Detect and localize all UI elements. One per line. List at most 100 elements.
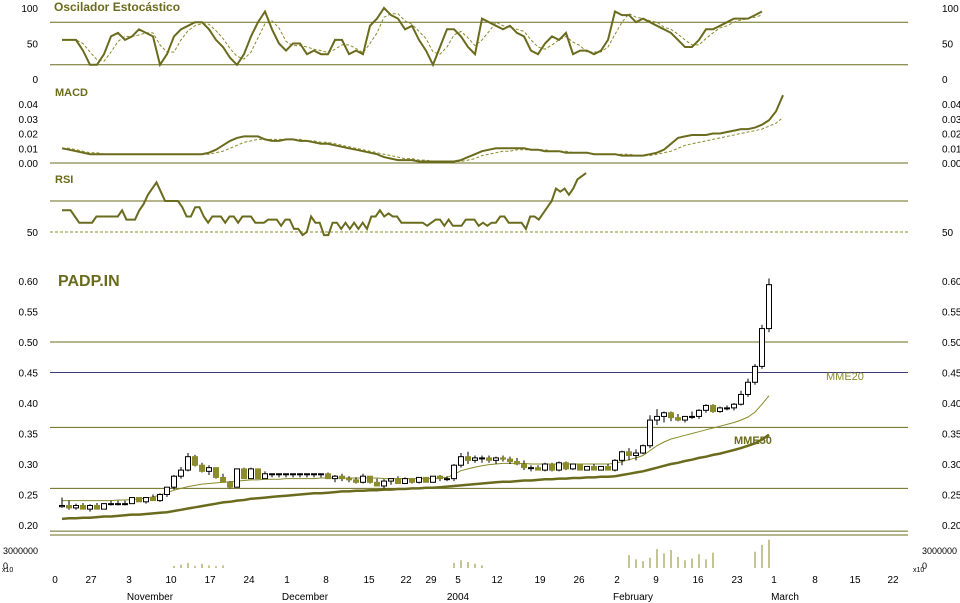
- candle-down: [367, 475, 373, 483]
- macd-tick-left: 0.01: [19, 144, 39, 155]
- candle-down: [339, 475, 345, 480]
- candle-down: [486, 457, 492, 461]
- stochastic-tick-left: 0: [32, 75, 38, 86]
- candle-down: [675, 417, 681, 421]
- stochastic-tick-right: 100: [942, 4, 959, 15]
- candle-up: [402, 478, 408, 485]
- volume-tick-left: 0: [3, 561, 8, 571]
- x-tick-label: 5: [455, 575, 461, 586]
- candle-up: [206, 467, 212, 472]
- candle-down: [241, 468, 247, 480]
- x-tick-label: 8: [323, 575, 329, 586]
- price-tick-left: 0.25: [19, 491, 39, 502]
- x-tick-label: 16: [692, 575, 704, 586]
- candle-up: [101, 503, 107, 510]
- candle-down: [507, 458, 513, 463]
- price-tick-right: 0.45: [942, 369, 960, 380]
- candle-down: [213, 467, 219, 478]
- candle-up: [703, 404, 709, 411]
- candle-up: [612, 459, 618, 471]
- candle-down: [577, 463, 583, 471]
- candle-up: [493, 457, 499, 461]
- candle-down: [605, 465, 611, 471]
- candle-down: [80, 504, 86, 510]
- candle-down: [136, 497, 142, 503]
- volume-panel: 3000000 3000000 0 0: [3, 534, 957, 571]
- price-tick-right: 0.40: [942, 399, 960, 410]
- price-tick-left: 0.30: [19, 460, 39, 471]
- volume-tick-left: 3000000: [3, 546, 38, 556]
- macd-tick-left: 0.04: [19, 100, 39, 111]
- candle-up: [633, 452, 639, 456]
- candle-up: [556, 462, 562, 471]
- price-tick-left: 0.35: [19, 430, 39, 441]
- candle-up: [108, 503, 114, 506]
- mme20-line: [62, 395, 770, 502]
- candle-up: [661, 412, 667, 417]
- candle-up: [388, 478, 394, 482]
- x-month-label: February: [613, 592, 653, 603]
- candle-up: [654, 415, 660, 421]
- candle-down: [227, 481, 233, 488]
- candle-up: [73, 504, 79, 509]
- candle-down: [437, 475, 443, 480]
- candle-up: [290, 473, 296, 476]
- rsi-title: RSI: [55, 174, 73, 186]
- candle-up: [297, 473, 303, 476]
- candle-up: [570, 463, 576, 470]
- candle-up: [157, 494, 163, 502]
- candle-up: [122, 503, 128, 506]
- candle-down: [710, 404, 716, 413]
- mme50-line: [61, 433, 770, 521]
- price-tick-right: 0.30: [942, 460, 960, 471]
- x-axis: 0 27 3 10 17 24 1 8 15 22 29 5 12 19 26 2 9 16 23 1 8 15 22Nov…: [52, 575, 899, 603]
- stochastic-tick-right: 0: [942, 75, 948, 86]
- x-tick-label: 9: [653, 575, 659, 586]
- stochastic-tick-right: 50: [942, 40, 954, 51]
- macd-tick-right: 0.01: [942, 144, 960, 155]
- candle-down: [521, 463, 527, 469]
- candle-up: [745, 381, 751, 395]
- candle-up: [696, 409, 702, 417]
- candle-up: [360, 475, 366, 483]
- stochastic-tick-left: 100: [21, 4, 38, 15]
- x-tick-label: 22: [400, 575, 412, 586]
- candle-up: [689, 415, 695, 418]
- macd-panel: 0.04 0.04 0.03 0.03 0.02 0.02 0.01 0.01 0.00 0.00: [19, 94, 960, 170]
- price-tick-right: 0.35: [942, 430, 960, 441]
- macd-tick-left: 0.02: [19, 130, 39, 141]
- rsi-panel: 50 50: [27, 172, 954, 239]
- x-tick-label: 3: [126, 575, 132, 586]
- candle-up: [451, 464, 457, 480]
- candle-down: [500, 457, 506, 460]
- x-tick-label: 19: [534, 575, 546, 586]
- price-tick-left: 0.45: [19, 369, 39, 380]
- candle-up: [234, 468, 240, 488]
- stochastic-title: Oscilador Estocástico: [54, 0, 180, 14]
- volume-multiplier-right: x10: [913, 567, 924, 574]
- x-tick-label: 23: [731, 575, 743, 586]
- candle-up: [598, 465, 604, 471]
- candle-up: [262, 473, 268, 480]
- candle-down: [374, 481, 380, 487]
- candle-up: [87, 504, 93, 510]
- x-month-label: 2004: [447, 592, 470, 603]
- candle-down: [591, 465, 597, 471]
- candle-up: [269, 473, 275, 476]
- candle-up: [430, 475, 436, 483]
- candle-up: [766, 284, 772, 330]
- candle-up: [59, 504, 65, 508]
- macd-tick-left: 0.00: [19, 159, 39, 170]
- candle-down: [199, 464, 205, 472]
- candle-down: [192, 456, 198, 466]
- candle-up: [458, 456, 464, 466]
- candle-up: [304, 473, 310, 476]
- candle-up: [759, 328, 765, 367]
- price-tick-left: 0.55: [19, 308, 39, 319]
- x-tick-label: 2: [614, 575, 620, 586]
- price-tick-left: 0.20: [19, 521, 39, 532]
- candle-down: [220, 476, 226, 483]
- rsi-tick-left: 50: [27, 228, 39, 239]
- macd-tick-right: 0.04: [942, 100, 960, 111]
